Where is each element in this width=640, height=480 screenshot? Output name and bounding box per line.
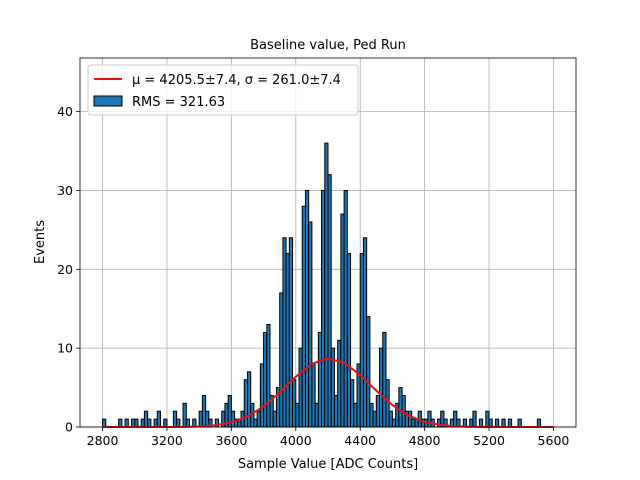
y-axis-label: Events <box>33 220 48 264</box>
legend-label: RMS = 321.63 <box>132 95 225 110</box>
bar <box>118 418 123 428</box>
legend-label: μ = 4205.5±7.4, σ = 261.0±7.4 <box>132 73 341 88</box>
y-tick-label: 40 <box>57 104 73 119</box>
bar <box>517 418 522 428</box>
bar <box>472 410 477 428</box>
bar <box>147 418 152 428</box>
histogram <box>102 142 542 428</box>
y-tick-label: 30 <box>57 183 73 198</box>
x-tick-label: 5600 <box>538 433 570 448</box>
x-tick-label: 5200 <box>473 433 505 448</box>
x-tick-label: 4800 <box>409 433 441 448</box>
bar <box>494 418 500 428</box>
bar <box>478 418 484 428</box>
x-axis-label: Sample Value [ADC Counts] <box>238 457 418 472</box>
bar <box>536 418 542 428</box>
x-tick-label: 4000 <box>280 433 312 448</box>
bar <box>134 418 139 428</box>
y-tick-label: 10 <box>57 341 73 356</box>
bar <box>176 418 181 428</box>
legend-swatch <box>93 95 123 107</box>
chart-title: Baseline value, Ped Run <box>250 38 406 53</box>
legend-box <box>87 64 359 116</box>
y-tick-label: 0 <box>65 420 73 435</box>
bar <box>488 418 493 428</box>
bar <box>156 410 162 428</box>
bar <box>124 418 129 428</box>
bar <box>501 418 506 428</box>
bar <box>507 418 513 428</box>
y-tick-label: 20 <box>57 262 73 277</box>
plot-frame <box>79 57 577 428</box>
x-tick-label: 3600 <box>215 433 247 448</box>
x-tick-label: 4400 <box>344 433 376 448</box>
bar <box>163 418 168 428</box>
legend: μ = 4205.5±7.4, σ = 261.0±7.4 RMS = 321.6… <box>87 64 359 116</box>
bar <box>102 418 107 428</box>
x-tick-label: 2800 <box>87 433 119 448</box>
x-tick-label: 3200 <box>151 433 183 448</box>
